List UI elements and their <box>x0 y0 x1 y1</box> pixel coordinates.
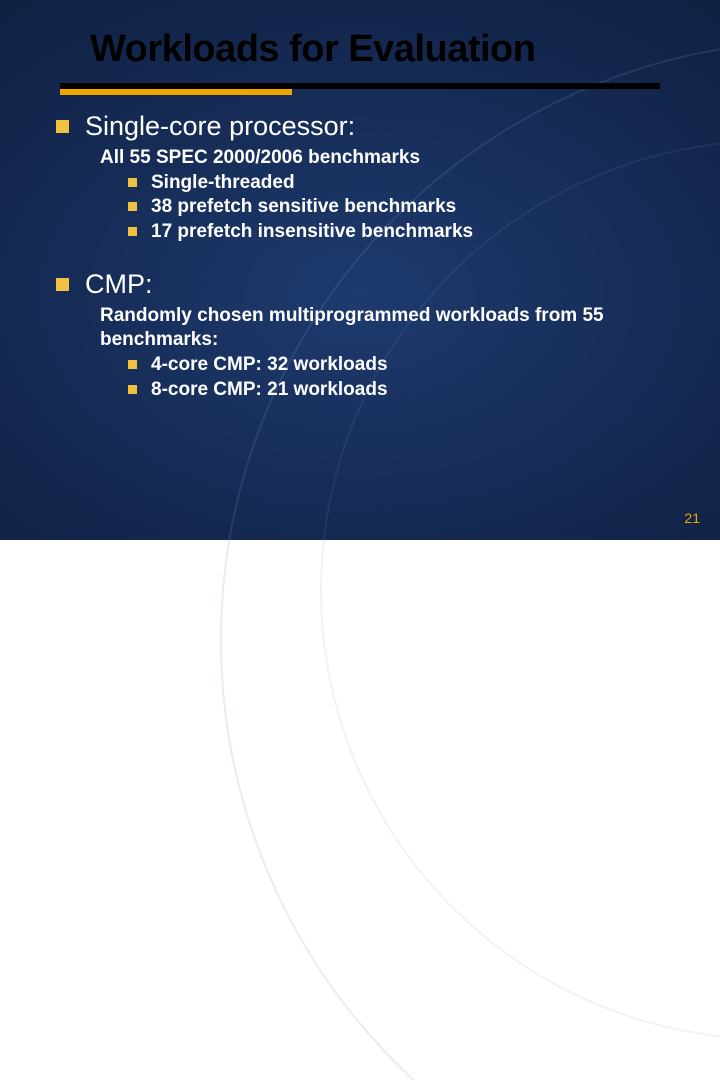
content-area: Single-core processor: All 55 SPEC 2000/… <box>0 89 720 403</box>
square-bullet-icon <box>56 278 69 291</box>
list-item: Single-threaded <box>151 171 295 196</box>
title-area: Workloads for Evaluation <box>0 0 720 71</box>
square-bullet-icon <box>128 202 137 211</box>
square-bullet-icon <box>128 385 137 394</box>
square-bullet-icon <box>128 227 137 236</box>
section-heading: Single-core processor: <box>85 111 355 142</box>
slide: Workloads for Evaluation Single-core pro… <box>0 0 720 540</box>
bullet-level3: 8-core CMP: 21 workloads <box>128 378 664 403</box>
square-bullet-icon <box>128 178 137 187</box>
bullet-level1: CMP: <box>56 269 664 300</box>
slide-title: Workloads for Evaluation <box>90 28 660 71</box>
bullet-level3: 38 prefetch sensitive benchmarks <box>128 195 664 220</box>
list-item: 38 prefetch sensitive benchmarks <box>151 195 456 220</box>
list-item: 4-core CMP: 32 workloads <box>151 353 388 378</box>
square-bullet-icon <box>128 360 137 369</box>
section: CMP: Randomly chosen multiprogrammed wor… <box>56 269 664 403</box>
list-item: 8-core CMP: 21 workloads <box>151 378 388 403</box>
bullet-level3: Single-threaded <box>128 171 664 196</box>
square-bullet-icon <box>56 120 69 133</box>
title-underline <box>60 83 660 89</box>
bullet-level3: 4-core CMP: 32 workloads <box>128 353 664 378</box>
subtext: All 55 SPEC 2000/2006 benchmarks <box>100 146 664 171</box>
bullet-level1: Single-core processor: <box>56 111 664 142</box>
bullet-level3: 17 prefetch insensitive benchmarks <box>128 220 664 245</box>
list-item: 17 prefetch insensitive benchmarks <box>151 220 473 245</box>
page-number: 21 <box>684 510 700 526</box>
subtext: Randomly chosen multiprogrammed workload… <box>100 304 664 353</box>
section-heading: CMP: <box>85 269 153 300</box>
